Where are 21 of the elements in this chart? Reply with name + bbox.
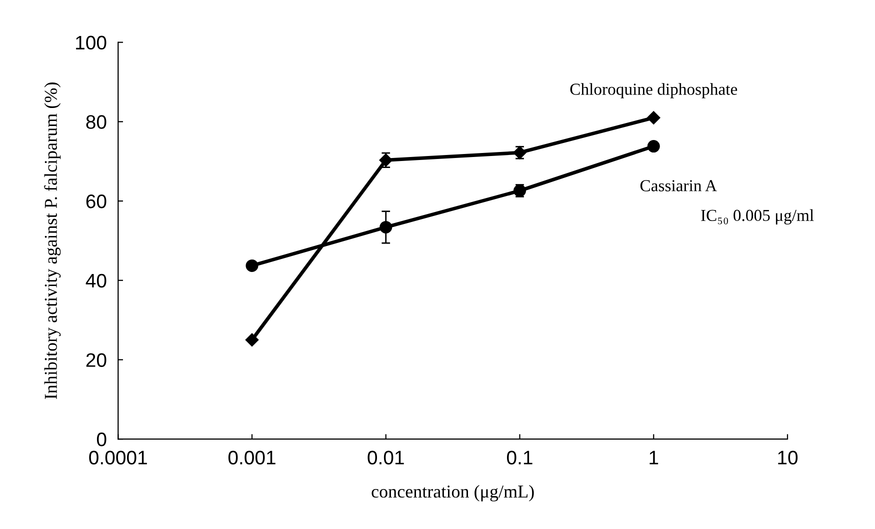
y-axis-title: Inhibitory activity against P. falciparum (%) — [44, 82, 61, 399]
point — [245, 333, 259, 346]
y-tick-label: 100 — [76, 36, 106, 50]
x-tick-label: 10 — [778, 450, 798, 464]
y-tick-label: 20 — [86, 353, 106, 367]
point — [246, 259, 258, 272]
annotation: IC₅₀ 0.005 μg/ml — [701, 209, 814, 224]
point — [647, 111, 660, 124]
x-tick-label: 1 — [650, 450, 658, 464]
y-tick-label: 40 — [86, 274, 106, 288]
series-label: Cassiarin A — [640, 180, 717, 192]
x-tick-label: 0.01 — [368, 450, 404, 464]
y-tick-label: 0 — [96, 432, 106, 446]
point — [647, 140, 660, 153]
series-label: Chloroquine diphosphate — [570, 83, 738, 98]
y-tick-label: 60 — [86, 194, 106, 208]
x-tick-label: 0.0001 — [89, 450, 147, 464]
x-tick-label: 0.1 — [506, 450, 532, 464]
x-axis-title: concentration (μg/mL) — [372, 484, 534, 502]
y-tick-label: 80 — [86, 115, 106, 129]
x-tick-label: 0.001 — [228, 450, 276, 464]
